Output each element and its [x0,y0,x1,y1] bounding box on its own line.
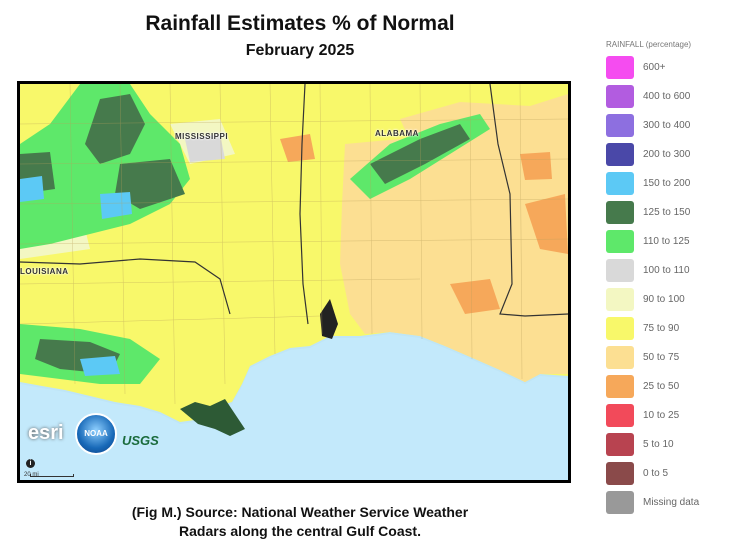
legend-label: 50 to 75 [643,352,680,363]
legend-item[interactable]: 5 to 10 [606,433,726,456]
mobile-bay [320,299,338,339]
legend-label: 25 to 50 [643,381,680,392]
map-canvas [20,84,568,480]
legend-item[interactable]: 50 to 75 [606,346,726,369]
delta-marsh [180,399,245,436]
gulf-water [20,334,568,480]
info-icon[interactable]: i [26,459,35,468]
legend-label: 75 to 90 [643,323,680,334]
legend-label: Missing data [643,497,700,508]
legend-swatch [606,143,634,166]
legend-item[interactable]: 600+ [606,56,726,79]
region-125-150-nw [85,94,145,164]
legend-item[interactable]: 400 to 600 [606,85,726,108]
legend-label: 200 to 300 [643,149,691,160]
legend-label: 5 to 10 [643,439,674,450]
region-150-200-la [80,356,120,376]
legend-item[interactable]: 0 to 5 [606,462,726,485]
legend-swatch [606,491,634,514]
rainfall-map[interactable]: MISSISSIPPI ALABAMA LOUISIANA esri NOAA … [17,81,571,483]
region-100-110-a [185,134,225,162]
legend-item[interactable]: 25 to 50 [606,375,726,398]
region-150-200-b [20,176,44,202]
legend-item[interactable]: 75 to 90 [606,317,726,340]
region-150-200-a [100,192,132,219]
county-lines [20,84,568,405]
caption-line-2: Radars along the central Gulf Coast. [179,523,421,539]
legend-label: 400 to 600 [643,91,691,102]
legend-swatch [606,404,634,427]
legend-item[interactable]: 200 to 300 [606,143,726,166]
legend-swatch [606,462,634,485]
legend-swatch [606,56,634,79]
legend-items: 600+ 400 to 600 300 to 400 200 to 300 150 to… [606,56,726,514]
noaa-logo: NOAA [75,413,117,455]
legend-swatch [606,375,634,398]
legend-label: 110 to 125 [643,236,690,247]
legend-swatch [606,230,634,253]
legend-label: 600+ [643,62,666,73]
legend: RAINFALL (percentage) 600+ 400 to 600 300 … [606,40,726,520]
legend-swatch [606,433,634,456]
legend-swatch [606,201,634,224]
legend-item[interactable]: 110 to 125 [606,230,726,253]
region-50-75-east [340,124,568,382]
legend-label: 300 to 400 [643,120,691,131]
legend-item[interactable]: 125 to 150 [606,201,726,224]
state-label-mississippi: MISSISSIPPI [175,132,229,141]
state-label-alabama: ALABAMA [375,129,419,138]
caption-line-1: (Fig M.) Source: National Weather Servic… [131,504,469,520]
scale-label: 20 mi [24,472,39,478]
region-125-150-nw2 [115,159,185,209]
legend-label: 0 to 5 [643,468,669,479]
region-25-50-b [450,279,500,314]
legend-swatch [606,114,634,137]
region-125-150-al [370,124,470,184]
legend-swatch [606,259,634,282]
legend-swatch [606,85,634,108]
esri-logo: esri [28,422,64,444]
legend-swatch [606,346,634,369]
region-25-50-c [280,134,315,162]
figure-caption: (Fig M.) Source: National Weather Servic… [100,503,500,541]
legend-label: 10 to 25 [643,410,680,421]
scale-bar [30,474,74,477]
legend-item[interactable]: 300 to 400 [606,114,726,137]
region-110-125-nw [20,84,190,249]
legend-label: 100 to 110 [643,265,690,276]
legend-label: 125 to 150 [643,207,691,218]
legend-swatch [606,172,634,195]
legend-swatch [606,317,634,340]
map-subtitle: February 2025 [245,42,355,59]
region-25-50-d [520,152,552,180]
legend-item[interactable]: 10 to 25 [606,404,726,427]
legend-item[interactable]: 100 to 110 [606,259,726,282]
legend-item[interactable]: Missing data [606,491,726,514]
usgs-logo: USGS [122,433,159,448]
legend-item[interactable]: 90 to 100 [606,288,726,311]
map-title: Rainfall Estimates % of Normal [145,12,455,35]
legend-label: 90 to 100 [643,294,685,305]
legend-label: 150 to 200 [643,178,691,189]
legend-title: RAINFALL (percentage) [606,40,692,49]
legend-item[interactable]: 150 to 200 [606,172,726,195]
legend-swatch [606,288,634,311]
state-label-louisiana: LOUISIANA [20,267,69,276]
state-boundaries [20,84,568,325]
